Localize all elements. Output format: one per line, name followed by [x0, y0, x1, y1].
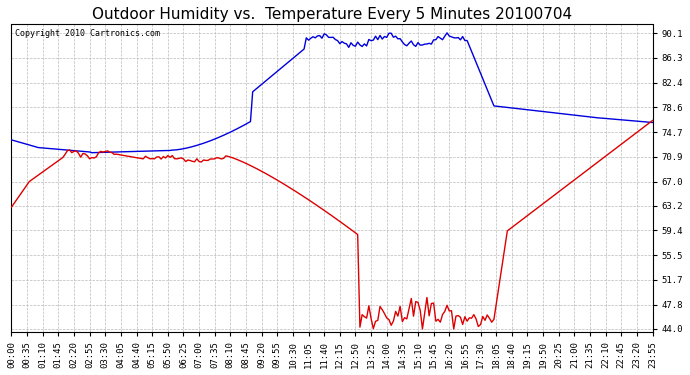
- Title: Outdoor Humidity vs.  Temperature Every 5 Minutes 20100704: Outdoor Humidity vs. Temperature Every 5…: [92, 7, 572, 22]
- Text: Copyright 2010 Cartronics.com: Copyright 2010 Cartronics.com: [14, 29, 159, 38]
